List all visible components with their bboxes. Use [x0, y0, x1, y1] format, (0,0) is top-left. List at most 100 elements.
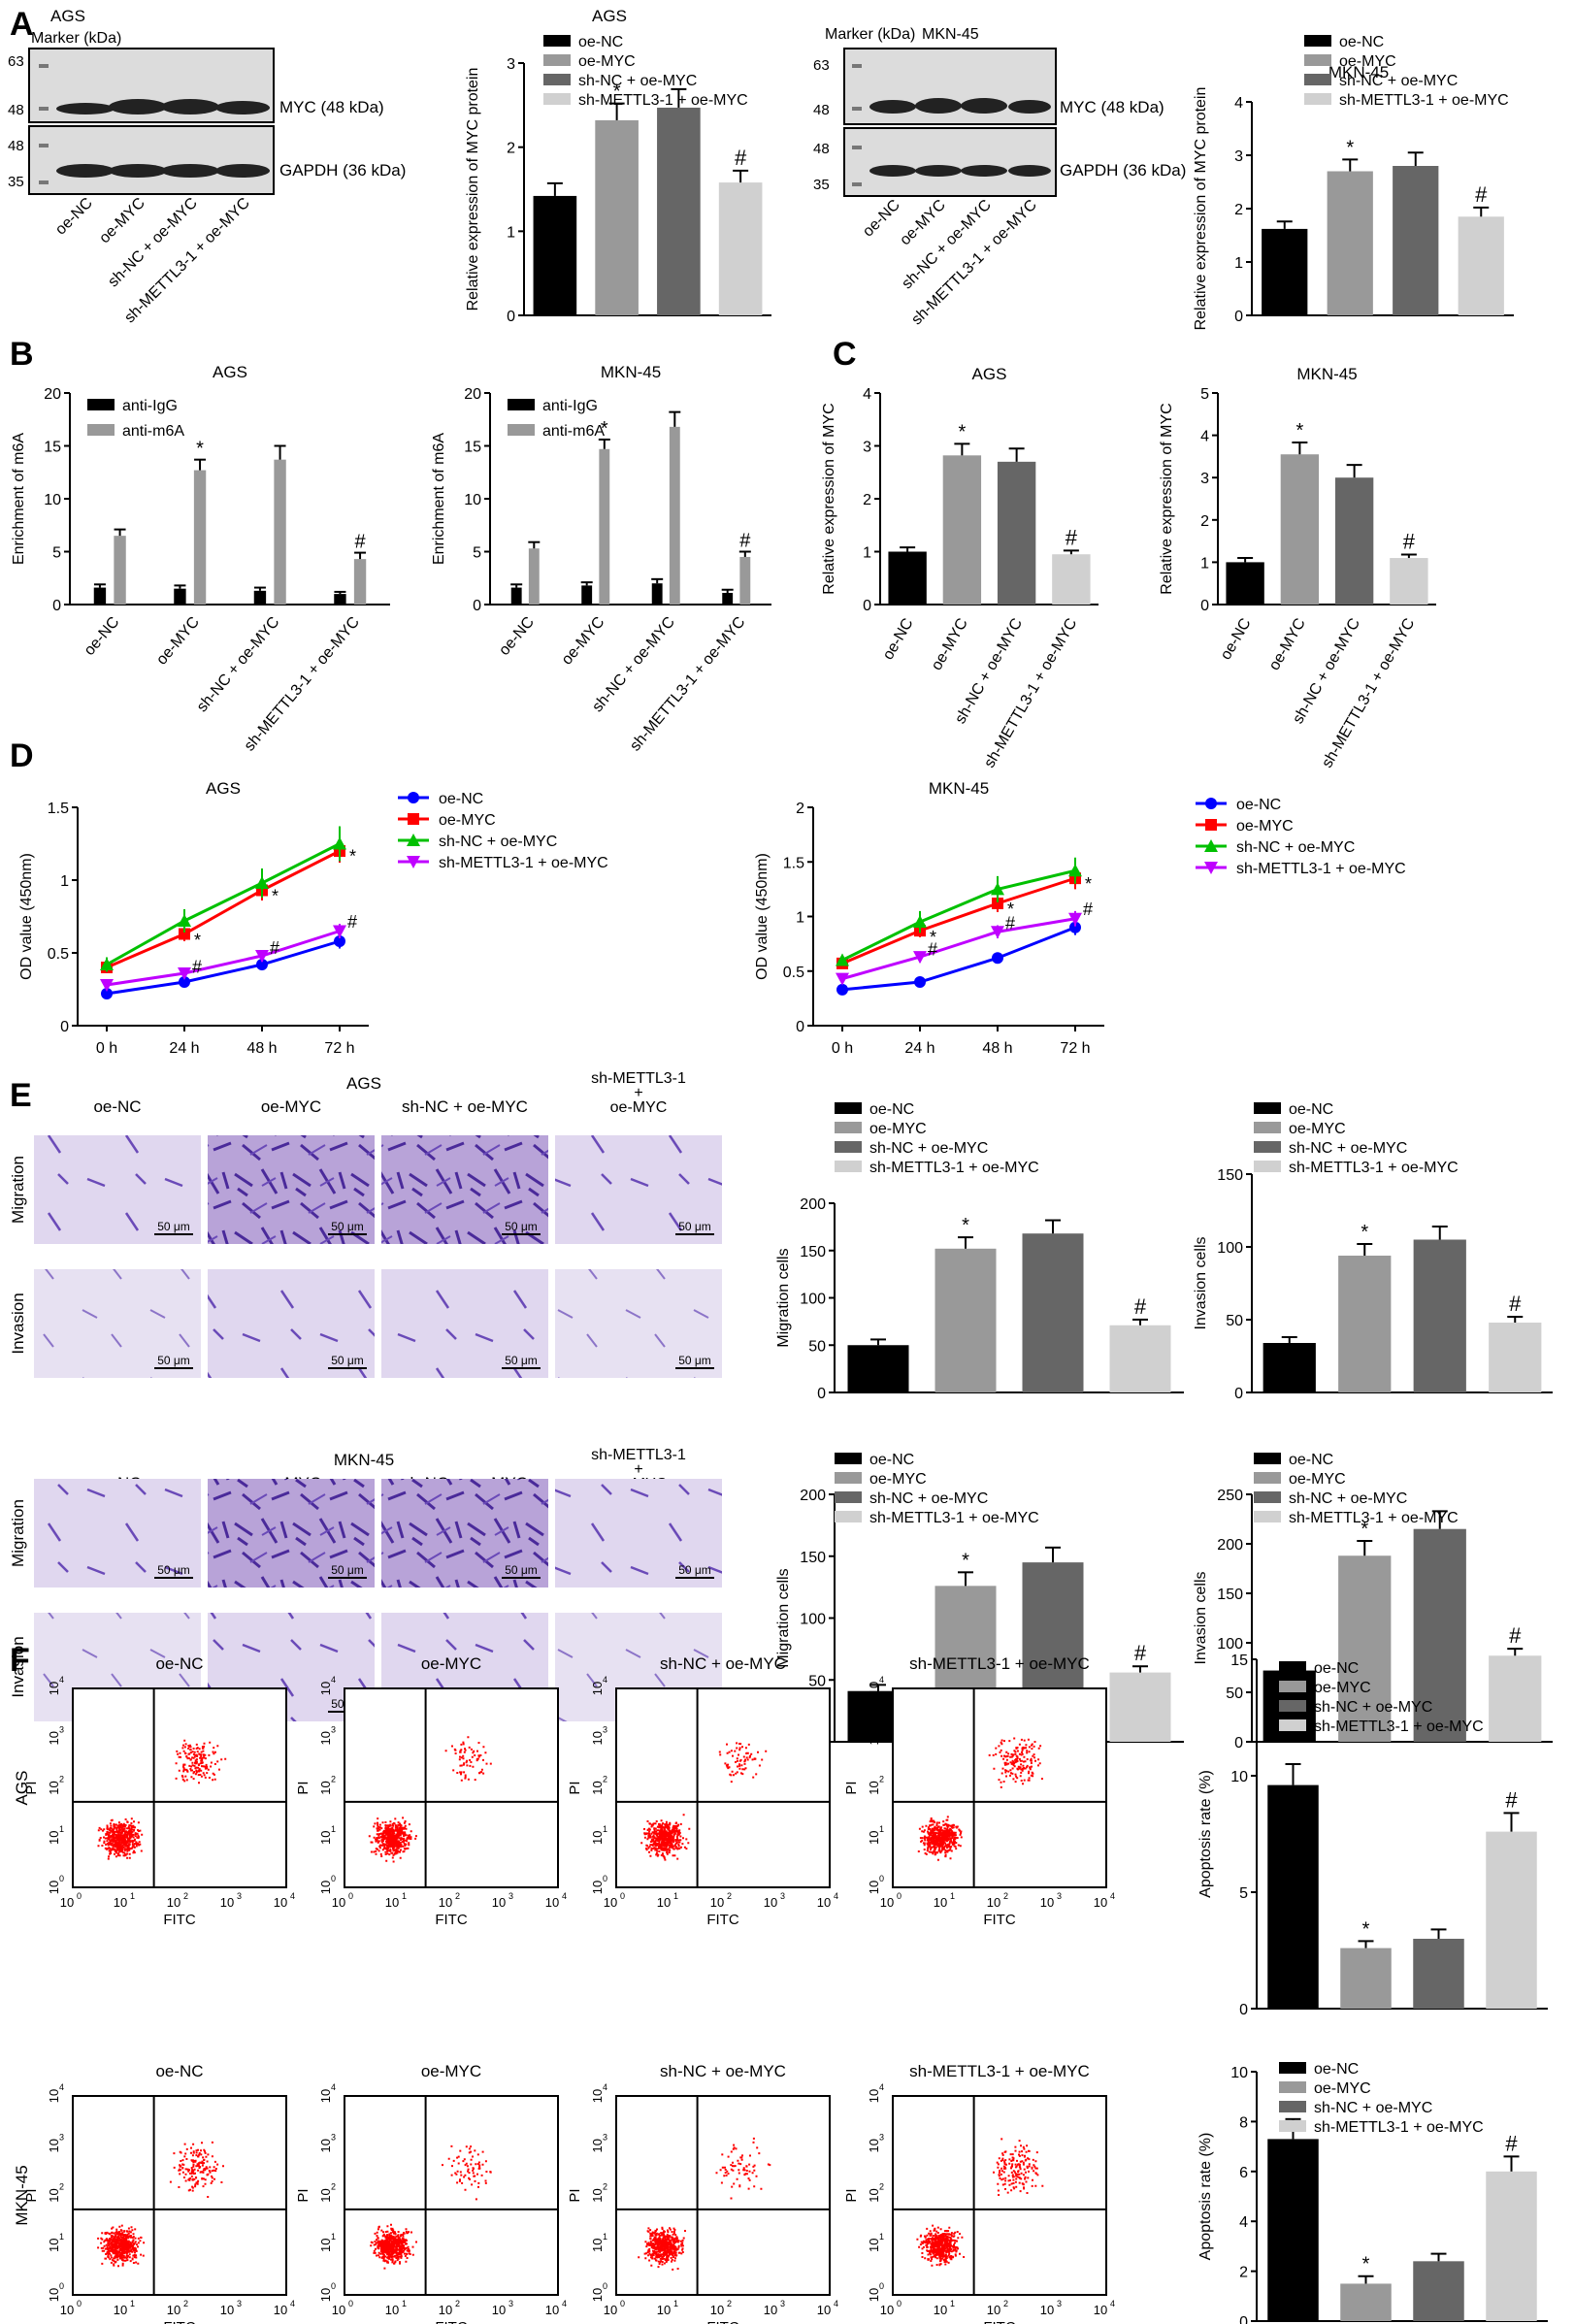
- b2-sig-1: *: [601, 418, 608, 440]
- flow-1-1-yexp-3: 3: [331, 2132, 336, 2142]
- mkn-transwell-scale-text-0-0: 50 μm: [157, 1563, 190, 1577]
- a2-ytick-label-3: 3: [1234, 148, 1243, 165]
- blot-mkn-gapdh-band-1: [869, 165, 916, 177]
- a1-legend-label-1: oe-MYC: [578, 53, 636, 70]
- blot-mkn-myc-band-3: [961, 98, 1007, 114]
- b1-legend-swatch-1: [87, 424, 115, 436]
- e2-legend-swatch-2: [1254, 1141, 1281, 1153]
- flow-0-3-ytick-0: 10: [867, 1881, 881, 1894]
- b2-ytick-label-3: 15: [464, 440, 481, 456]
- chart-e-ags-invasion: 0 50 100 150 Invasion cells * # oe-NC oe-MYC sh-N…: [1193, 1101, 1553, 1402]
- b2-legend-label-0: anti-IgG: [542, 398, 598, 414]
- flow-1-1-xexp-2: 2: [455, 2299, 460, 2308]
- flow-1-1-title: oe-MYC: [421, 2062, 481, 2080]
- d1-title: AGS: [206, 779, 241, 798]
- blot-ags-ladder-35: [39, 180, 49, 184]
- d1-legend-label-0: oe-NC: [439, 791, 483, 807]
- f1-bar-1: [1340, 1948, 1392, 2009]
- a1-ytick-label-0: 0: [507, 309, 515, 325]
- e3-legend-swatch-3: [835, 1511, 862, 1522]
- flow-0-0-yexp-2: 2: [59, 1775, 64, 1784]
- e3-legend-swatch-0: [835, 1453, 862, 1464]
- d2-legend-label-3: sh-METTL3-1 + oe-MYC: [1236, 861, 1406, 877]
- flow-0-3-ytick-2: 10: [867, 1781, 881, 1794]
- d2-ytick-label-4: 2: [796, 801, 804, 817]
- d2-xtick-label-2: 48 h: [982, 1040, 1012, 1057]
- a1-legend-swatch-2: [543, 74, 571, 85]
- d2-legend-marker-1: [1205, 819, 1217, 831]
- mkn-transwell-image-0-1: [208, 1479, 375, 1588]
- d2-title: MKN-45: [929, 779, 989, 798]
- b2-ytick-label-2: 10: [464, 492, 481, 508]
- d2-point-0-2: [992, 952, 1003, 965]
- d2-ytick-label-3: 1.5: [783, 855, 804, 871]
- chart-e-mkn45-invasion: 0 50 100 150 200 250 Invasion cells * # oe-NC oe-M…: [1193, 1452, 1553, 1751]
- flow-1-3-ytick-2: 10: [867, 2188, 881, 2202]
- e1-legend-swatch-1: [835, 1122, 862, 1133]
- f2-ytick-label-4: 8: [1239, 2114, 1248, 2131]
- e1-legend-swatch-3: [835, 1161, 862, 1172]
- flow-0-1-xtick-0: 10: [332, 1895, 345, 1910]
- flow-0-3-xexp-2: 2: [1003, 1891, 1008, 1901]
- a2-legend-label-2: sh-NC + oe-MYC: [1339, 73, 1458, 89]
- flow-1-2-xtick-0: 10: [604, 2303, 617, 2317]
- flow-1-2-xexp-1: 1: [673, 2299, 678, 2308]
- blot-ags-marker-label: Marker (kDa): [31, 30, 121, 47]
- flow-0-1-xexp-4: 4: [562, 1891, 567, 1901]
- flow-0-3-ytick-1: 10: [867, 1831, 881, 1845]
- flow-1-2-ytick-2: 10: [590, 2188, 605, 2202]
- e1-legend-label-3: sh-METTL3-1 + oe-MYC: [869, 1160, 1039, 1176]
- a2-sig-1: *: [1346, 137, 1354, 158]
- ags-transwell-col-label-2: sh-NC + oe-MYC: [402, 1097, 528, 1116]
- flow-0-0-yexp-0: 0: [59, 1874, 64, 1883]
- b1-legend-label-1: anti-m6A: [122, 423, 184, 440]
- e2-ytick-label-0: 0: [1234, 1386, 1243, 1402]
- e3-legend-label-2: sh-NC + oe-MYC: [869, 1490, 988, 1507]
- flow-1-1-ytick-0: 10: [318, 2288, 333, 2302]
- b1-bar-0-0: [93, 587, 107, 605]
- a1-ytick-label-2: 2: [507, 141, 515, 157]
- b1-legend-label-0: anti-IgG: [122, 398, 178, 414]
- e2-ytick-label-3: 150: [1217, 1167, 1243, 1184]
- a2-title: MKN-45: [1328, 63, 1389, 82]
- ags-transwell-title: AGS: [346, 1074, 381, 1093]
- b2-ytick-label-0: 0: [473, 598, 481, 614]
- flow-1-1-yexp-0: 0: [331, 2281, 336, 2291]
- d1-ylabel: OD value (450nm): [18, 853, 35, 980]
- e2-legend-swatch-3: [1254, 1161, 1281, 1172]
- b1-bar-1-1: [193, 470, 207, 605]
- blot-ags-marker-35: 35: [8, 174, 24, 190]
- e1-ytick-label-3: 150: [800, 1244, 826, 1260]
- blot-ags-ladder-48: [39, 107, 49, 111]
- flow-1-2-frame: [615, 2095, 831, 2296]
- f1-legend-label-3: sh-METTL3-1 + oe-MYC: [1314, 1718, 1484, 1735]
- f2-legend-label-2: sh-NC + oe-MYC: [1314, 2100, 1432, 2116]
- e4-legend-label-1: oe-MYC: [1289, 1471, 1346, 1488]
- b2-xtick-label-0: oe-NC: [496, 614, 538, 659]
- flow-1-2-ytick-0: 10: [590, 2288, 605, 2302]
- d1-point-2-2: [255, 876, 269, 889]
- a2-bar-0: [1262, 228, 1308, 315]
- d1-legend-marker-3: [407, 856, 420, 868]
- flow-0-0-xexp-2: 2: [183, 1891, 188, 1901]
- c1-title: AGS: [972, 365, 1007, 383]
- b2-bar-1-3: [739, 556, 751, 605]
- mkn-transwell-col4-l1: sh-METTL3-1: [591, 1447, 686, 1463]
- d2-legend-marker-0: [1205, 798, 1217, 809]
- western-blot-mkn45: Marker (kDa) MKN-45 63 48 48 35 MYC (48 …: [813, 26, 1186, 328]
- e4-ylabel: Invasion cells: [1193, 1571, 1209, 1664]
- flow-0-1-xtick-3: 10: [492, 1895, 506, 1910]
- b2-xtick-label-3: sh-METTL3-1 + oe-MYC: [627, 614, 748, 755]
- d2-point-2-0: [836, 953, 849, 966]
- blot-mkn-gapdh-band-2: [915, 165, 962, 177]
- mkn-transwell-scale-text-0-3: 50 μm: [678, 1563, 711, 1577]
- flow-0-1-title: oe-MYC: [421, 1654, 481, 1673]
- flow-1-0-ytick-0: 10: [47, 2288, 61, 2302]
- d2-point-0-3: [1069, 921, 1081, 933]
- blot-ags-myc-band-2: [109, 99, 167, 115]
- a2-legend-swatch-0: [1304, 35, 1331, 47]
- e4-legend-swatch-2: [1254, 1491, 1281, 1503]
- e4-ytick-label-1: 50: [1226, 1686, 1243, 1702]
- f1-sig-3: #: [1505, 1787, 1518, 1812]
- ags-transwell-col-label-1: oe-MYC: [261, 1097, 321, 1116]
